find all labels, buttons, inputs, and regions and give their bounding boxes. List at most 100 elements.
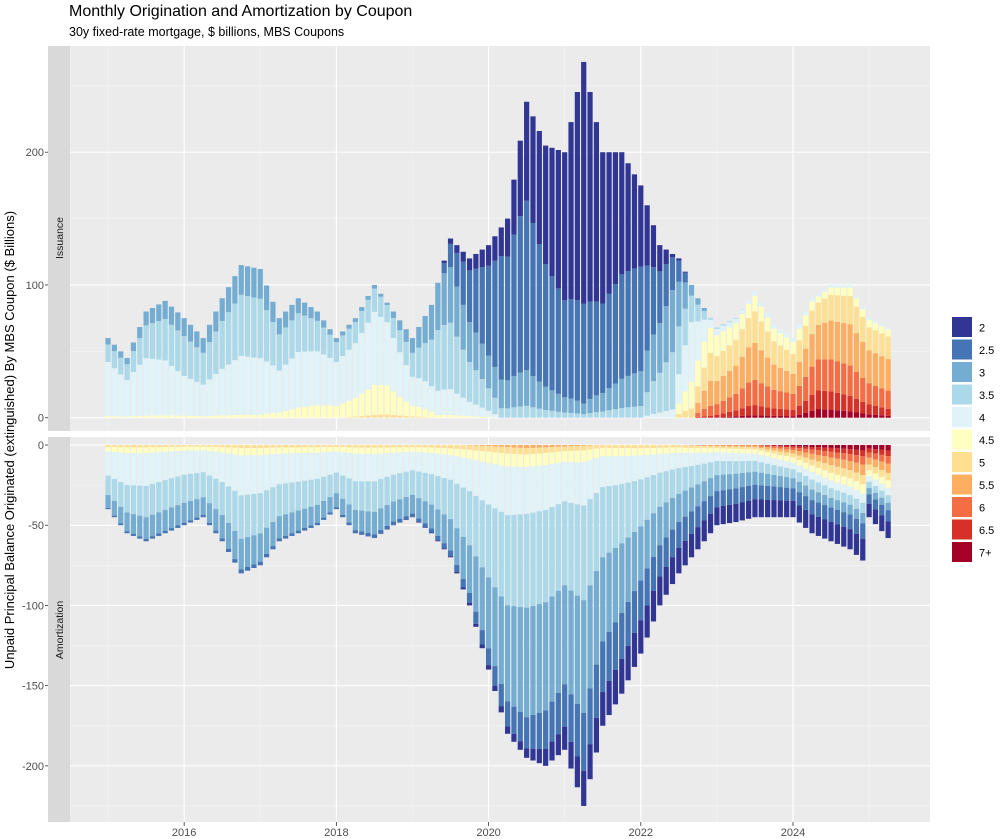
bar-segment: [841, 468, 847, 477]
bar-segment: [479, 267, 485, 344]
bar-segment: [771, 364, 777, 390]
bar-segment: [194, 347, 200, 382]
bar-segment: [790, 416, 796, 418]
bar-segment: [403, 329, 409, 342]
bar-segment: [206, 522, 213, 526]
bar-segment: [777, 476, 783, 488]
bar-segment: [485, 410, 492, 418]
bar-segment: [847, 478, 853, 487]
bar-segment: [543, 749, 549, 766]
bar-segment: [644, 205, 650, 266]
bar-segment: [841, 526, 847, 547]
bar-segment: [416, 416, 422, 418]
bar-segment: [822, 390, 828, 410]
bar-segment: [574, 92, 580, 301]
bar-segment: [720, 506, 726, 525]
bar-segment: [384, 302, 390, 305]
bar-segment: [175, 505, 181, 526]
bar-segment: [746, 445, 752, 448]
bar-segment: [758, 445, 764, 447]
bar-segment: [587, 413, 593, 418]
bar-segment: [822, 463, 828, 471]
bar-segment: [187, 341, 194, 379]
bar-segment: [378, 447, 384, 454]
bar-segment: [860, 341, 866, 378]
bar-segment: [847, 365, 853, 396]
bar-segment: [530, 223, 536, 376]
bar-segment: [853, 333, 860, 372]
bar-segment: [454, 245, 460, 253]
bar-segment: [543, 465, 549, 510]
bar-segment: [289, 320, 295, 359]
bar-segment: [752, 484, 758, 500]
bar-segment: [758, 415, 764, 418]
bar-segment: [853, 298, 860, 307]
bar-segment: [181, 474, 187, 503]
bar-segment: [162, 451, 168, 481]
bar-segment: [206, 342, 213, 380]
y-tick-label: -200: [22, 761, 44, 773]
x-tick-label: 2020: [476, 827, 500, 839]
bar-segment: [676, 403, 682, 415]
bar-segment: [758, 450, 764, 456]
bar-segment: [650, 413, 657, 418]
bar-segment: [682, 490, 688, 517]
bar-segment: [276, 318, 282, 335]
bar-segment: [676, 493, 682, 523]
bar-segment: [631, 455, 638, 482]
bar-segment: [866, 448, 872, 453]
bar-segment: [143, 311, 149, 326]
bar-segment: [828, 451, 834, 458]
bar-segment: [771, 450, 777, 454]
bar-segment: [283, 447, 289, 454]
bar-segment: [860, 450, 866, 457]
bar-segment: [562, 684, 568, 727]
bar-segment: [460, 261, 466, 305]
bar-segment: [422, 381, 428, 410]
bar-segment: [181, 450, 187, 475]
bar-segment: [657, 271, 663, 324]
bar-segment: [511, 447, 517, 454]
bar-segment: [492, 414, 498, 418]
bar-segment: [251, 535, 257, 565]
bar-segment: [828, 445, 834, 448]
bar-segment: [841, 410, 847, 418]
bar-segment: [752, 342, 758, 380]
bar-segment: [834, 524, 840, 544]
bar-segment: [283, 364, 289, 411]
bar-segment: [340, 452, 346, 476]
bar-segment: [454, 336, 460, 394]
bar-segment: [593, 448, 599, 459]
bar-segment: [695, 445, 701, 449]
legend-swatch: [952, 384, 972, 405]
bar-segment: [733, 473, 739, 489]
bar-segment: [156, 304, 162, 322]
bar-segment: [555, 451, 561, 463]
bar-segment: [505, 447, 511, 454]
bar-segment: [251, 448, 257, 456]
bar-segment: [543, 386, 549, 410]
bar-segment: [809, 459, 815, 466]
bar-segment: [619, 378, 625, 408]
bar-segment: [492, 666, 498, 686]
bar-segment: [187, 473, 194, 501]
bar-segment: [739, 309, 745, 314]
bar-segment: [714, 446, 720, 449]
bar-segment: [828, 391, 834, 410]
bar-segment: [295, 445, 301, 448]
bar-segment: [409, 447, 416, 452]
bar-segment: [244, 566, 251, 571]
bar-segment: [841, 284, 847, 288]
bar-segment: [156, 512, 162, 534]
bar-segment: [536, 445, 542, 448]
bar-segment: [638, 455, 644, 480]
bar-segment: [447, 519, 454, 551]
bar-segment: [695, 304, 701, 322]
bar-segment: [828, 447, 834, 452]
bar-segment: [187, 324, 194, 342]
bar-segment: [447, 455, 454, 480]
bar-segment: [606, 631, 612, 681]
bar-segment: [251, 297, 257, 358]
bar-segment: [834, 392, 840, 411]
bar-segment: [777, 448, 783, 452]
